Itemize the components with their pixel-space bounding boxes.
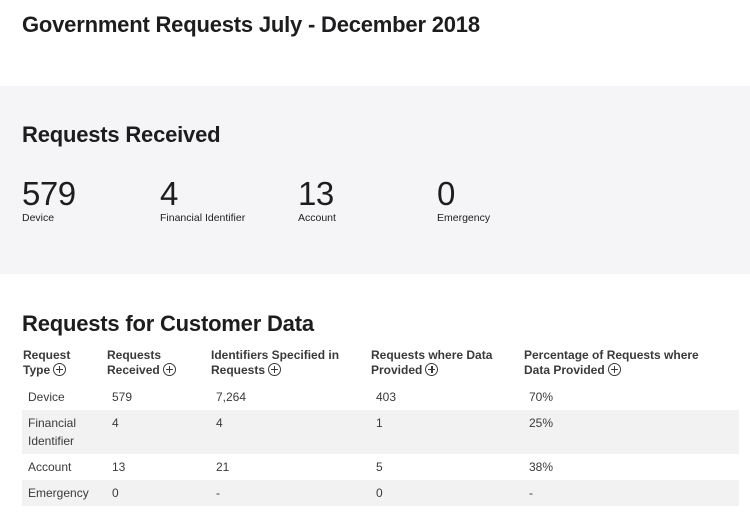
cell-provided: 5 xyxy=(376,460,383,474)
header-percentage-data-provided: Percentage of Requests where Data Provid… xyxy=(523,346,739,384)
cell-identifiers: 7,264 xyxy=(216,390,247,404)
cell-type: Emergency xyxy=(22,480,106,506)
header-line: Requests xyxy=(211,363,266,377)
requests-received-panel xyxy=(0,86,750,274)
cell-percentage: 25% xyxy=(523,410,739,454)
stat-label: Emergency xyxy=(437,212,491,224)
header-line: Request xyxy=(23,348,71,362)
cell-identifiers: - xyxy=(210,480,370,506)
header-line: Type xyxy=(23,363,51,377)
header-requests-data-provided: Requests where Data Provided xyxy=(370,346,523,384)
requests-received-title: Requests Received xyxy=(22,122,221,147)
cell-percentage: - xyxy=(523,480,739,506)
stat-value: 0 xyxy=(437,175,455,212)
cell-received: 0 xyxy=(106,480,210,506)
header-line: Identifiers Specified in xyxy=(211,348,340,362)
page-title: Government Requests July - December 2018 xyxy=(22,12,480,37)
table-row: Emergency 0 - 0 - xyxy=(22,480,739,506)
cell-percentage: 38% xyxy=(529,460,554,474)
expand-plus-icon[interactable] xyxy=(425,363,439,376)
header-line: Received xyxy=(107,363,160,377)
cell-received: 4 xyxy=(106,410,210,454)
stat-financial-identifier: 4 Financial Identifier xyxy=(160,175,246,225)
cell-provided: 1 xyxy=(370,410,523,454)
expand-plus-icon[interactable] xyxy=(607,363,621,376)
stat-label: Account xyxy=(298,212,336,224)
customer-data-table: Request Type Requests Received Identifie… xyxy=(22,346,739,506)
header-line: Requests xyxy=(107,348,162,362)
header-line: Provided xyxy=(371,363,423,377)
stat-label: Financial Identifier xyxy=(160,212,246,224)
cell-provided: 403 xyxy=(376,390,397,404)
cell-type: Account xyxy=(28,460,72,474)
header-requests-received: Requests Received xyxy=(106,346,210,384)
stat-value: 4 xyxy=(160,175,178,212)
table-row: Device 579 7,264 403 70% xyxy=(22,384,739,410)
table-row: Financial Identifier 4 4 1 25% xyxy=(22,410,739,454)
cell-identifiers: 21 xyxy=(216,460,230,474)
cell-type: Device xyxy=(28,390,65,404)
expand-plus-icon[interactable] xyxy=(53,363,67,376)
cell-type: Financial Identifier xyxy=(22,410,106,454)
expand-plus-icon[interactable] xyxy=(162,363,176,376)
cell-received: 579 xyxy=(112,390,133,404)
stat-value: 579 xyxy=(22,175,76,212)
cell-received: 13 xyxy=(112,460,126,474)
customer-data-title: Requests for Customer Data xyxy=(22,311,314,336)
cell-provided: 0 xyxy=(370,480,523,506)
cell-identifiers: 4 xyxy=(210,410,370,454)
stat-account: 13 Account xyxy=(298,175,336,225)
stat-label: Device xyxy=(22,212,55,224)
table-header-row: Request Type Requests Received Identifie… xyxy=(22,346,739,384)
cell-percentage: 70% xyxy=(529,390,554,404)
header-line: Percentage of Requests where xyxy=(524,348,699,362)
stat-device: 579 Device xyxy=(22,175,76,225)
table-row: Account 13 21 5 38% xyxy=(22,454,739,480)
header-line: Requests where Data xyxy=(371,348,493,362)
expand-plus-icon[interactable] xyxy=(268,363,282,376)
header-identifiers-specified: Identifiers Specified in Requests xyxy=(210,346,370,384)
header-request-type: Request Type xyxy=(22,346,106,384)
stat-emergency: 0 Emergency xyxy=(437,175,491,225)
stat-value: 13 xyxy=(298,175,334,212)
header-line: Data Provided xyxy=(524,363,605,377)
